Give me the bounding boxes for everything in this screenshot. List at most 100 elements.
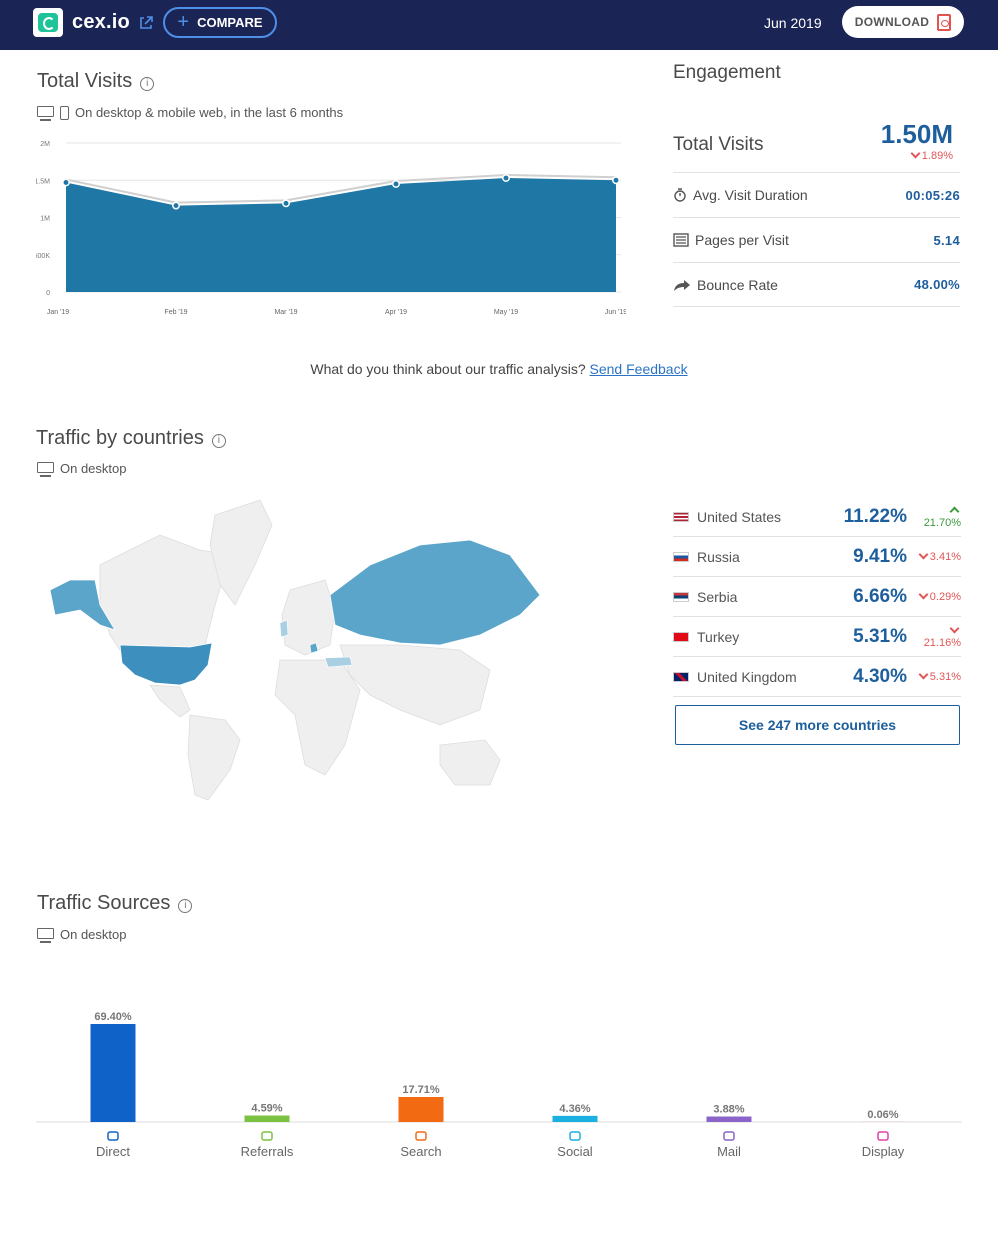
duration-value: 00:05:26: [905, 187, 960, 203]
country-change-value: 0.29%: [929, 590, 961, 603]
country-change-value: 21.16%: [923, 636, 961, 649]
feedback-question: What do you think about our traffic anal…: [310, 361, 586, 377]
map-uk: [279, 619, 289, 638]
cex-logo-icon: [38, 13, 58, 32]
download-label: DOWNLOAD: [854, 15, 930, 29]
sources-subtitle-text: On desktop: [60, 927, 127, 942]
desktop-icon: [37, 105, 54, 121]
info-icon[interactable]: i: [211, 434, 226, 448]
referrals-icon: [261, 1131, 273, 1141]
country-row-turkey[interactable]: Turkey 5.31% 21.16%: [673, 617, 961, 657]
country-row-russia[interactable]: Russia 9.41% 3.41%: [673, 537, 961, 577]
mobile-icon: [60, 105, 69, 120]
map-south-america: [187, 714, 241, 801]
down-arrow-icon: [910, 148, 921, 159]
source-category-label[interactable]: Display: [862, 1144, 905, 1159]
flag-rs-icon: [673, 591, 689, 602]
source-bar[interactable]: [244, 1115, 290, 1122]
source-category-label[interactable]: Social: [557, 1144, 593, 1159]
country-share: 11.22%: [843, 505, 907, 527]
map-usa: [119, 642, 213, 686]
visits-point[interactable]: [612, 176, 620, 185]
desktop-icon: [37, 461, 54, 477]
total-visits-title-text: Total Visits: [37, 70, 133, 92]
source-bar[interactable]: [90, 1024, 136, 1122]
site-logo[interactable]: [33, 8, 63, 37]
x-tick-label: Feb '19: [164, 309, 187, 316]
map-serbia: [309, 642, 319, 654]
source-value-label: 4.36%: [559, 1103, 590, 1115]
map-asia: [339, 644, 491, 726]
countries-subtitle-text: On desktop: [60, 461, 127, 476]
country-row-united-states[interactable]: United States 11.22% 21.70%: [673, 497, 961, 537]
country-change: 21.16%: [915, 623, 961, 649]
flag-us-icon: [673, 511, 689, 522]
source-category-label[interactable]: Search: [400, 1144, 441, 1159]
y-tick-label: 500K: [36, 253, 50, 260]
map-africa: [274, 659, 361, 776]
source-category-label[interactable]: Mail: [717, 1144, 741, 1159]
visits-area: [66, 178, 616, 292]
plus-icon: +: [177, 10, 190, 33]
display-icon: [877, 1131, 889, 1141]
info-icon[interactable]: i: [178, 899, 193, 913]
feedback-prompt: What do you think about our traffic anal…: [0, 361, 998, 377]
flag-gb-icon: [673, 671, 689, 682]
source-bar[interactable]: [706, 1116, 752, 1122]
countries-title-text: Traffic by countries: [36, 427, 204, 449]
source-category-label[interactable]: Direct: [96, 1144, 130, 1159]
total-visits-subtitle: On desktop & mobile web, in the last 6 m…: [37, 105, 344, 121]
y-tick-label: 1.5M: [36, 178, 50, 185]
site-name[interactable]: cex.io: [72, 11, 130, 33]
country-change: 3.41%: [915, 549, 961, 563]
visits-point[interactable]: [502, 174, 510, 182]
x-tick-label: Jun '19: [605, 309, 626, 316]
info-icon[interactable]: i: [140, 77, 155, 91]
engagement-row-duration: Avg. Visit Duration 00:05:26: [673, 172, 960, 217]
world-map[interactable]: [40, 495, 545, 805]
country-share: 9.41%: [853, 545, 907, 567]
flag-tr-icon: [673, 631, 689, 642]
total-visits-subtitle-text: On desktop & mobile web, in the last 6 m…: [75, 105, 344, 120]
map-europe: [281, 579, 336, 656]
up-arrow-icon: [949, 506, 960, 516]
engagement-total-label: Total Visits: [673, 134, 764, 155]
duration-label: Avg. Visit Duration: [693, 187, 808, 203]
see-more-countries-button[interactable]: See 247 more countries: [675, 705, 960, 745]
source-category-label[interactable]: Referrals: [241, 1144, 294, 1159]
source-bar[interactable]: [552, 1115, 598, 1122]
sources-title-text: Traffic Sources: [37, 892, 171, 914]
x-tick-label: Mar '19: [274, 309, 297, 316]
total-visits-title: Total Visits i: [37, 70, 155, 93]
external-link-icon[interactable]: [138, 15, 154, 31]
date-selector[interactable]: Jun 2019: [764, 15, 822, 31]
compare-button[interactable]: + COMPARE: [163, 7, 277, 38]
visits-line: [65, 174, 617, 204]
visits-point[interactable]: [392, 180, 400, 188]
visits-point[interactable]: [172, 201, 180, 210]
visits-point[interactable]: [62, 178, 70, 187]
engagement-title: Engagement: [673, 62, 781, 83]
engagement-total-value: 1.50M: [880, 119, 953, 149]
top-bar: cex.io + COMPARE Jun 2019 DOWNLOAD: [0, 0, 998, 50]
sources-title: Traffic Sources i: [37, 892, 193, 915]
down-arrow-icon: [918, 589, 929, 599]
map-russia: [329, 539, 541, 646]
country-name: Russia: [697, 548, 740, 565]
source-value-label: 0.06%: [867, 1109, 898, 1121]
mail-icon: [723, 1131, 735, 1141]
map-turkey: [324, 656, 353, 668]
pages-label: Pages per Visit: [695, 232, 789, 248]
country-share: 6.66%: [853, 585, 907, 607]
source-value-label: 3.88%: [713, 1104, 744, 1116]
x-tick-label: May '19: [494, 309, 518, 316]
source-bar[interactable]: [398, 1096, 444, 1122]
send-feedback-link[interactable]: Send Feedback: [589, 361, 688, 377]
download-button[interactable]: DOWNLOAD: [842, 6, 964, 38]
country-row-united-kingdom[interactable]: United Kingdom 4.30% 5.31%: [673, 657, 961, 697]
search-icon: [415, 1131, 427, 1141]
source-value-label: 4.59%: [251, 1103, 282, 1115]
country-row-serbia[interactable]: Serbia 6.66% 0.29%: [673, 577, 961, 617]
traffic-sources-chart: 69.40% Direct 4.59% Referrals 17.71% Search 4.…: [36, 1011, 962, 1159]
visits-point[interactable]: [282, 199, 290, 208]
